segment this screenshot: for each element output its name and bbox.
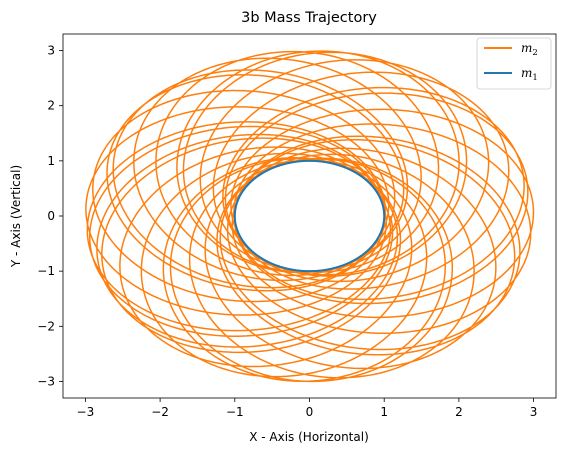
y-tick-label: −3 <box>37 374 55 388</box>
legend-label-m1: m1 <box>521 66 538 83</box>
x-tick-label: 3 <box>530 405 538 419</box>
plot-area <box>85 50 535 383</box>
y-tick-label: 2 <box>47 99 55 113</box>
x-tick-label: 1 <box>380 405 388 419</box>
series-m2-line <box>85 50 535 383</box>
x-axis-ticks: −3 −2 −1 0 1 2 3 <box>77 398 538 419</box>
legend-box <box>476 37 552 90</box>
y-axis-ticks: −3 −2 −1 0 1 2 3 <box>37 44 63 388</box>
x-axis-title: X - Axis (Horizontal) <box>249 430 369 444</box>
y-axis-title: Y - Axis (Vertical) <box>9 165 23 268</box>
x-tick-label: −2 <box>151 405 169 419</box>
x-tick-label: 0 <box>306 405 314 419</box>
y-tick-label: 3 <box>47 44 55 58</box>
x-tick-label: −1 <box>226 405 244 419</box>
legend-label-m2: m2 <box>521 41 538 58</box>
legend: m2 m1 <box>476 37 552 90</box>
y-tick-label: 1 <box>47 154 55 168</box>
y-tick-label: 0 <box>47 209 55 223</box>
chart-title: 3b Mass Trajectory <box>241 10 377 26</box>
y-tick-label: −2 <box>37 319 55 333</box>
series-m1-line <box>233 159 386 273</box>
x-tick-label: −3 <box>77 405 95 419</box>
x-tick-label: 2 <box>455 405 463 419</box>
y-tick-label: −1 <box>37 264 55 278</box>
